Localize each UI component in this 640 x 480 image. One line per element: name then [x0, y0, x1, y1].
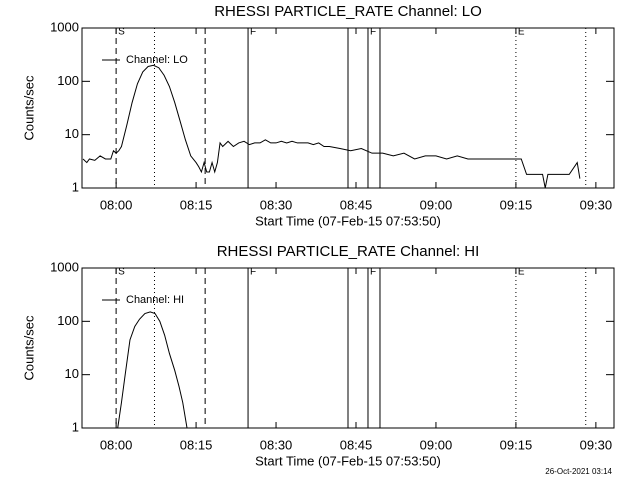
y-axis-label: Counts/sec [21, 315, 36, 381]
x-axis-label: Start Time (07-Feb-15 07:53:50) [255, 213, 441, 228]
y-tick-label: 100 [57, 73, 79, 88]
x-tick-label: 08:45 [340, 437, 373, 452]
x-axis-label: Start Time (07-Feb-15 07:53:50) [255, 453, 441, 468]
chart-title: RHESSI PARTICLE_RATE Channel: HI [217, 243, 480, 260]
marker-label: F [250, 27, 256, 38]
x-tick-label: 08:15 [180, 197, 213, 212]
x-tick-label: 08:00 [100, 197, 133, 212]
x-tick-label: 09:30 [580, 437, 613, 452]
y-tick-label: 10 [65, 366, 79, 381]
legend-label: Channel: LO [126, 54, 188, 66]
x-tick-label: 08:00 [100, 437, 133, 452]
x-tick-label: 09:15 [500, 197, 533, 212]
x-tick-label: 09:30 [580, 197, 613, 212]
marker-label: F [250, 267, 256, 278]
x-tick-label: 09:15 [500, 437, 533, 452]
y-tick-label: 1 [72, 179, 79, 194]
y-tick-label: 1000 [50, 19, 79, 34]
marker-label: S [118, 267, 125, 278]
legend-label: Channel: HI [126, 294, 184, 306]
y-tick-label: 10 [65, 126, 79, 141]
marker-label: E [518, 267, 525, 278]
marker-label: F [370, 267, 376, 278]
marker-label: F [370, 27, 376, 38]
y-tick-label: 100 [57, 313, 79, 328]
x-tick-label: 08:45 [340, 197, 373, 212]
x-tick-label: 08:15 [180, 437, 213, 452]
chart-title: RHESSI PARTICLE_RATE Channel: LO [214, 3, 482, 20]
marker-label: S [118, 27, 125, 38]
y-axis-label: Counts/sec [21, 75, 36, 141]
data-line [117, 311, 188, 428]
y-tick-label: 1 [72, 419, 79, 434]
x-tick-label: 08:30 [260, 197, 293, 212]
x-tick-label: 09:00 [420, 437, 453, 452]
marker-label: E [518, 27, 525, 38]
y-tick-label: 1000 [50, 259, 79, 274]
data-line [82, 64, 581, 188]
x-tick-label: 08:30 [260, 437, 293, 452]
timestamp: 26-Oct-2021 03:14 [545, 467, 612, 476]
x-tick-label: 09:00 [420, 197, 453, 212]
